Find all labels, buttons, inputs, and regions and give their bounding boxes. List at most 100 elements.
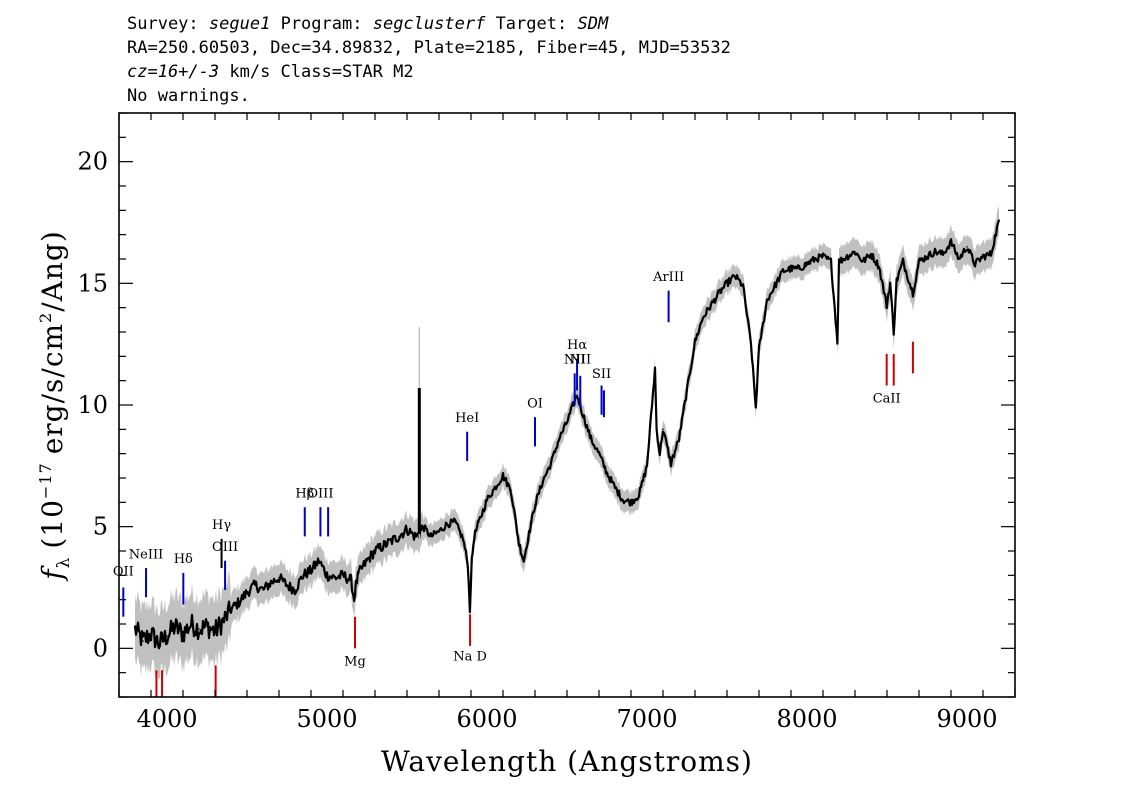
flux-point-64 <box>582 413 584 416</box>
flux-point-76 <box>662 428 664 431</box>
flux-point-79 <box>686 389 688 392</box>
flux-point-73 <box>654 367 656 370</box>
flux-point-75 <box>659 452 661 455</box>
flux-point-48 <box>473 535 476 538</box>
flux-point-4 <box>166 635 168 637</box>
flux-point-106 <box>885 304 888 307</box>
header-line-2: RA=250.60503, Dec=34.89832, Plate=2185, … <box>127 38 731 58</box>
em-line-label-4: OIII <box>212 540 238 555</box>
flux-point-117 <box>958 258 960 260</box>
flux-point-81 <box>702 316 704 319</box>
flux-point-22 <box>310 569 312 572</box>
flux-point-31 <box>366 559 368 562</box>
y-title-pre: (10 <box>36 499 69 549</box>
target-label: Target: <box>495 14 568 34</box>
y-tick-label-5: 5 <box>93 513 108 541</box>
flux-point-89 <box>758 348 760 350</box>
em-line-label-9: OI <box>527 396 543 411</box>
flux-point-99 <box>836 340 839 343</box>
flux-point-30 <box>358 572 360 574</box>
flux-point-36 <box>406 528 408 530</box>
flux-point-105 <box>878 265 880 268</box>
x-tick-label-8000: 8000 <box>776 705 837 733</box>
x-tick-label-4000: 4000 <box>136 705 197 733</box>
flux-point-68 <box>614 486 616 489</box>
flux-point-110 <box>902 260 904 263</box>
flux-point-96 <box>814 258 816 260</box>
flux-point-56 <box>526 542 528 545</box>
flux-point-65 <box>590 438 592 440</box>
axis-ticks: 4000 5000 6000 7000 8000 9000 0 5 10 15 20 <box>77 112 1016 733</box>
flux-point-87 <box>750 343 752 345</box>
flux-series <box>133 219 1001 650</box>
redshift-value: cz=16+/-3 <box>127 62 220 82</box>
flux-point-61 <box>566 421 568 423</box>
flux-point-23 <box>318 559 320 562</box>
flux-point-40 <box>430 535 432 538</box>
y-tick-label-0: 0 <box>93 634 108 662</box>
flux-point-55 <box>523 559 525 562</box>
header-line-1: Survey: segue1 Program: segclusterf Targ… <box>127 14 608 34</box>
y-title-exp2: 2 <box>36 312 55 323</box>
flux-point-37 <box>414 535 416 538</box>
flux-point-121 <box>990 253 992 255</box>
flux-point-12 <box>230 608 232 611</box>
flux-point-72 <box>646 465 648 467</box>
flux-point-91 <box>774 284 776 287</box>
em-line-label-12: NII <box>569 353 591 368</box>
flux-point-54 <box>518 542 520 545</box>
flux-point-6 <box>182 632 184 635</box>
em-line-label-15: ArIII <box>652 270 684 285</box>
flux-point-24 <box>326 574 328 577</box>
y-title-f: f <box>36 565 69 582</box>
x-tick-label-9000: 9000 <box>936 705 997 733</box>
flux-point-49 <box>478 521 480 523</box>
flux-point-98 <box>830 260 832 263</box>
abs-line-label-5: CaII <box>873 392 901 407</box>
flux-point-113 <box>926 255 928 258</box>
flux-point-88 <box>755 406 757 409</box>
flux-point-44 <box>462 538 464 540</box>
em-line-label-2: Hδ <box>174 552 193 567</box>
y-title-exp: −17 <box>36 462 55 499</box>
line-markers <box>122 290 914 697</box>
flux-point-80 <box>694 340 696 343</box>
x-tick-label-5000: 5000 <box>296 705 357 733</box>
flux-point-94 <box>798 267 800 270</box>
flux-point-45 <box>467 562 469 564</box>
flux-point-50 <box>486 499 488 501</box>
flux-point-53 <box>510 489 512 491</box>
flux-point-109 <box>895 280 898 282</box>
survey-label: Survey: <box>127 14 199 34</box>
header-line-3: cz=16+/-3 km/s Class=STAR M2 <box>127 62 414 82</box>
abs-line-label-3: Mg <box>344 654 366 669</box>
y-title-sub: λ <box>54 557 74 569</box>
em-line-label-10: NII <box>564 353 586 368</box>
flux-point-42 <box>446 523 448 526</box>
flux-point-41 <box>438 530 440 533</box>
flux-point-95 <box>806 263 808 265</box>
flux-point-35 <box>398 535 400 538</box>
x-tick-label-6000: 6000 <box>456 705 517 733</box>
flux-point-13 <box>238 601 240 603</box>
em-line-label-13: SII <box>592 367 611 382</box>
flux-point-32 <box>374 550 376 552</box>
flux-point-46 <box>469 608 471 611</box>
flux-point-112 <box>918 260 920 263</box>
flux-point-21 <box>302 574 304 577</box>
flux-point-59 <box>550 462 552 465</box>
em-line-label-8: HeI <box>455 411 479 426</box>
flux-point-120 <box>982 255 984 258</box>
flux-point-78 <box>678 438 680 440</box>
flux-point-122 <box>998 219 1000 221</box>
flux-point-69 <box>622 499 624 501</box>
flux-point-70 <box>630 501 632 504</box>
flux-point-66 <box>598 452 600 455</box>
em-line-label-3: Hγ <box>212 518 231 533</box>
error-band-shape-0 <box>135 205 999 680</box>
flux-point-18 <box>278 576 280 579</box>
flux-point-33 <box>382 545 384 547</box>
flux-point-52 <box>502 474 504 477</box>
flux-point-114 <box>934 250 936 253</box>
